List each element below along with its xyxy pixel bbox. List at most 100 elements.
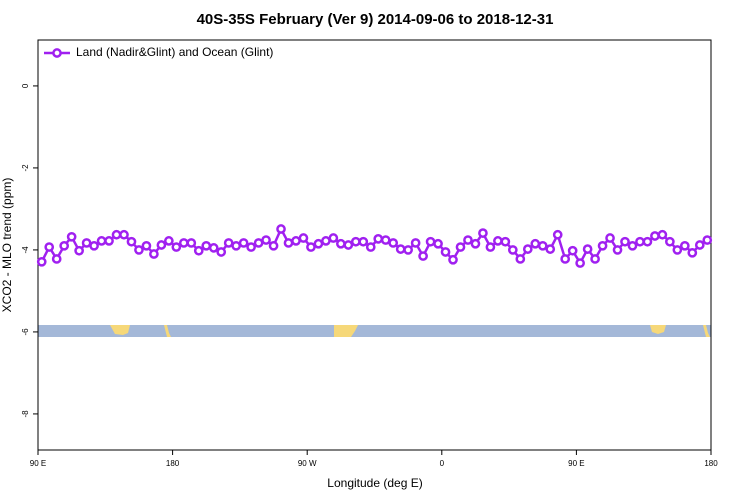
plot-frame bbox=[37, 39, 712, 451]
point bbox=[238, 238, 249, 248]
point bbox=[111, 229, 122, 240]
point bbox=[223, 238, 234, 248]
point bbox=[178, 238, 189, 248]
point bbox=[597, 240, 608, 251]
point bbox=[567, 245, 578, 256]
point bbox=[537, 240, 548, 251]
legend-marker bbox=[52, 48, 62, 58]
point bbox=[545, 244, 556, 254]
point bbox=[702, 235, 713, 245]
x-tick-label: 90 W bbox=[298, 459, 317, 468]
land bbox=[334, 325, 358, 337]
land bbox=[650, 325, 666, 334]
point bbox=[627, 240, 638, 251]
point bbox=[66, 231, 77, 242]
y-tick-label: 0 bbox=[21, 83, 30, 88]
point bbox=[328, 233, 339, 243]
y-tick-label: -2 bbox=[21, 164, 30, 172]
point bbox=[74, 245, 84, 256]
point bbox=[343, 240, 354, 250]
y-tick-label: -4 bbox=[21, 246, 30, 254]
point bbox=[104, 236, 114, 246]
point bbox=[560, 254, 571, 264]
point bbox=[134, 245, 144, 255]
point bbox=[635, 236, 645, 247]
point bbox=[261, 235, 271, 245]
point bbox=[119, 229, 129, 240]
point bbox=[81, 238, 92, 248]
point bbox=[141, 240, 152, 251]
point bbox=[268, 240, 279, 251]
point bbox=[171, 242, 182, 252]
point bbox=[216, 247, 227, 257]
x-tick-label: 90 E bbox=[30, 459, 46, 468]
point bbox=[51, 254, 62, 264]
point bbox=[156, 240, 167, 250]
point bbox=[380, 235, 391, 245]
map-strip bbox=[38, 325, 711, 337]
point bbox=[149, 249, 159, 259]
chart-title: 40S-35S February (Ver 9) 2014-09-06 to 2… bbox=[197, 11, 554, 28]
point bbox=[193, 245, 204, 256]
point bbox=[672, 245, 683, 255]
point bbox=[321, 236, 331, 246]
point bbox=[59, 240, 70, 251]
point bbox=[186, 238, 197, 248]
point bbox=[552, 229, 563, 240]
point bbox=[201, 240, 212, 251]
point bbox=[440, 247, 451, 257]
point bbox=[590, 254, 600, 264]
point bbox=[298, 233, 309, 243]
point bbox=[208, 243, 219, 253]
point bbox=[350, 236, 361, 247]
point bbox=[522, 244, 533, 254]
land bbox=[164, 325, 171, 337]
point bbox=[283, 238, 294, 248]
point bbox=[433, 238, 443, 249]
ocean-strip bbox=[38, 325, 711, 337]
point bbox=[276, 224, 286, 234]
point bbox=[493, 236, 503, 246]
land bbox=[703, 325, 710, 337]
legend-label: Land (Nadir&Glint) and Ocean (Glint) bbox=[76, 45, 273, 59]
point bbox=[164, 236, 174, 246]
point bbox=[478, 228, 488, 238]
point bbox=[612, 245, 623, 255]
x-tick-label: 90 E bbox=[568, 459, 584, 468]
point bbox=[665, 236, 675, 247]
point bbox=[657, 229, 668, 240]
point bbox=[403, 245, 413, 255]
point bbox=[470, 238, 481, 249]
point bbox=[425, 236, 436, 247]
point bbox=[89, 240, 99, 251]
land bbox=[110, 325, 130, 335]
point bbox=[306, 242, 316, 252]
point bbox=[253, 238, 264, 248]
point bbox=[418, 251, 428, 261]
point bbox=[530, 238, 541, 249]
point bbox=[650, 231, 660, 241]
x-axis-label: Longitude (deg E) bbox=[327, 476, 422, 490]
point bbox=[44, 242, 55, 252]
point bbox=[358, 236, 369, 247]
x-tick-label: 180 bbox=[166, 459, 180, 468]
y-axis-label: XCO2 - MLO trend (ppm) bbox=[0, 178, 14, 313]
y-tick-label: -6 bbox=[21, 328, 30, 336]
point bbox=[455, 242, 466, 252]
point bbox=[620, 236, 630, 247]
point bbox=[246, 242, 256, 252]
x-tick-label: 180 bbox=[704, 459, 718, 468]
point bbox=[642, 236, 653, 247]
x-tick-label: 0 bbox=[440, 459, 445, 468]
point bbox=[507, 245, 518, 255]
point bbox=[694, 240, 705, 250]
point bbox=[291, 236, 301, 246]
point bbox=[485, 242, 496, 252]
point bbox=[463, 235, 473, 245]
point bbox=[373, 234, 384, 244]
point bbox=[500, 236, 511, 247]
y-tick-label: -8 bbox=[21, 410, 30, 418]
point bbox=[126, 236, 137, 247]
